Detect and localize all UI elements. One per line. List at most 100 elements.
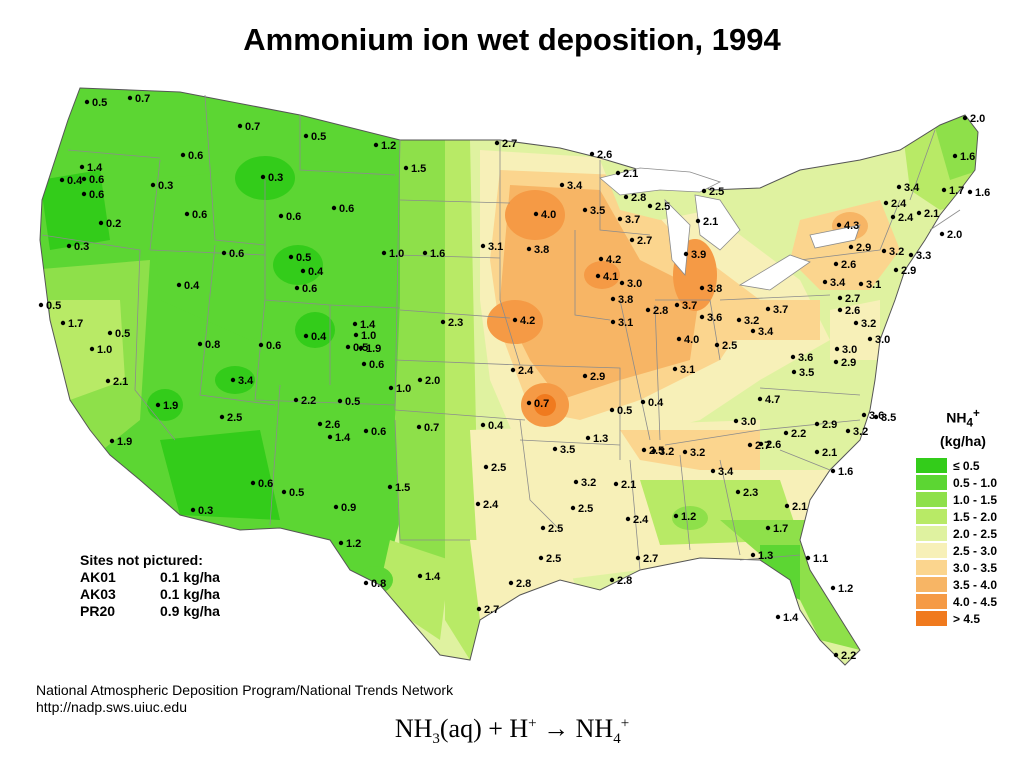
- site-marker: 1.7: [60, 318, 83, 330]
- site-dot: [221, 250, 227, 256]
- site-marker: 2.6: [317, 419, 340, 431]
- site-value-label: 2.5: [655, 201, 670, 213]
- site-dot: [180, 152, 186, 158]
- site-value-label: 0.6: [302, 283, 317, 295]
- site-value-label: 3.6: [707, 312, 722, 324]
- site-marker: 3.3: [908, 250, 931, 262]
- legend-swatch: [916, 509, 947, 525]
- site-value-label: 3.5: [799, 367, 814, 379]
- legend-label: > 4.5: [953, 611, 981, 626]
- site-dot: [941, 187, 947, 193]
- site-dot: [381, 250, 387, 256]
- site-marker: 2.5: [701, 186, 724, 198]
- site-marker: 2.4: [890, 212, 914, 224]
- site-dot: [533, 211, 539, 217]
- site-dot: [184, 211, 190, 217]
- site-marker: 0.6: [258, 340, 281, 352]
- site-value-label: 0.2: [106, 218, 121, 230]
- legend-label: ≤ 0.5: [953, 458, 980, 473]
- site-dot: [735, 489, 741, 495]
- site-marker: 3.2: [651, 446, 674, 458]
- site-marker: 2.7: [629, 235, 652, 247]
- site-marker: 1.0: [353, 330, 376, 342]
- legend-label: 1.5 - 2.0: [953, 509, 998, 524]
- site-dot: [66, 243, 72, 249]
- site-marker: 1.3: [585, 433, 608, 445]
- site-marker: 2.8: [623, 192, 646, 204]
- site-marker: 2.3: [735, 487, 758, 499]
- state-borders: [39, 87, 979, 666]
- site-dot: [552, 446, 558, 452]
- site-dot: [750, 328, 756, 334]
- site-dot: [526, 400, 532, 406]
- site-dot: [38, 302, 44, 308]
- site-dot: [230, 377, 236, 383]
- site-dot: [79, 164, 85, 170]
- site-value-label: 3.4: [904, 182, 920, 194]
- site-marker: 4.1: [595, 271, 618, 283]
- site-dot: [757, 396, 763, 402]
- legend-item: 1.0 - 1.5: [916, 491, 1016, 508]
- legend-item: 3.5 - 4.0: [916, 576, 1016, 593]
- site-value-label: 0.6: [339, 203, 354, 215]
- site-dot: [837, 295, 843, 301]
- site-dot: [830, 468, 836, 474]
- legend-swatch: [916, 577, 947, 593]
- site-marker: 1.4: [79, 162, 103, 174]
- site-dot: [84, 99, 90, 105]
- site-value-label: 3.3: [916, 250, 931, 262]
- legend-swatch: [916, 543, 947, 559]
- site-value-label: 3.7: [625, 214, 640, 226]
- site-dot: [834, 346, 840, 352]
- site-marker: 2.5: [641, 445, 664, 457]
- site-value-label: 2.2: [841, 650, 856, 662]
- legend-item: > 4.5: [916, 610, 1016, 627]
- site-dot: [559, 182, 565, 188]
- site-dot: [939, 231, 945, 237]
- site-dot: [784, 503, 790, 509]
- site-dot: [736, 317, 742, 323]
- legend-swatch: [916, 611, 947, 627]
- legend-unit: (kg/ha): [940, 433, 986, 450]
- site-dot: [105, 378, 111, 384]
- site-value-label: 3.2: [861, 318, 876, 330]
- site-marker: 0.3: [190, 505, 213, 517]
- site-dot: [417, 573, 423, 579]
- site-marker: 4.0: [533, 209, 556, 221]
- site-dot: [59, 177, 65, 183]
- site-marker: 2.4: [475, 499, 499, 511]
- site-value-label: 2.4: [891, 198, 907, 210]
- site-dot: [609, 577, 615, 583]
- site-value-label: 2.1: [623, 168, 638, 180]
- site-marker: 1.2: [673, 511, 696, 523]
- site-value-label: 0.5: [311, 131, 326, 143]
- site-marker: 0.4: [303, 331, 327, 343]
- site-marker: 3.6: [699, 312, 722, 324]
- site-marker: 2.6: [758, 439, 781, 451]
- site-dot: [589, 151, 595, 157]
- site-marker: 2.8: [508, 578, 531, 590]
- site-value-label: 0.3: [74, 241, 89, 253]
- map-title: Ammonium ion wet deposition, 1994: [243, 22, 781, 57]
- site-dot: [858, 281, 864, 287]
- site-value-label: 2.1: [621, 479, 636, 491]
- site-dot: [695, 218, 701, 224]
- site-value-label: 1.4: [87, 162, 103, 174]
- site-value-label: 2.1: [924, 208, 939, 220]
- site-marker: 2.5: [538, 553, 561, 565]
- site-dot: [908, 252, 914, 258]
- site-dot: [417, 377, 423, 383]
- site-value-label: 0.6: [258, 478, 273, 490]
- site-value-label: 2.1: [822, 447, 837, 459]
- site-marker: 1.3: [750, 550, 773, 562]
- site-dot: [281, 489, 287, 495]
- site-dot: [570, 505, 576, 511]
- site-marker: 1.9: [155, 400, 178, 412]
- site-dot: [623, 194, 629, 200]
- site-dot: [363, 580, 369, 586]
- site-marker: 0.8: [197, 339, 220, 351]
- site-marker: 2.0: [417, 375, 440, 387]
- site-marker: 2.8: [645, 305, 668, 317]
- site-marker: 0.6: [361, 359, 384, 371]
- site-dot: [150, 182, 156, 188]
